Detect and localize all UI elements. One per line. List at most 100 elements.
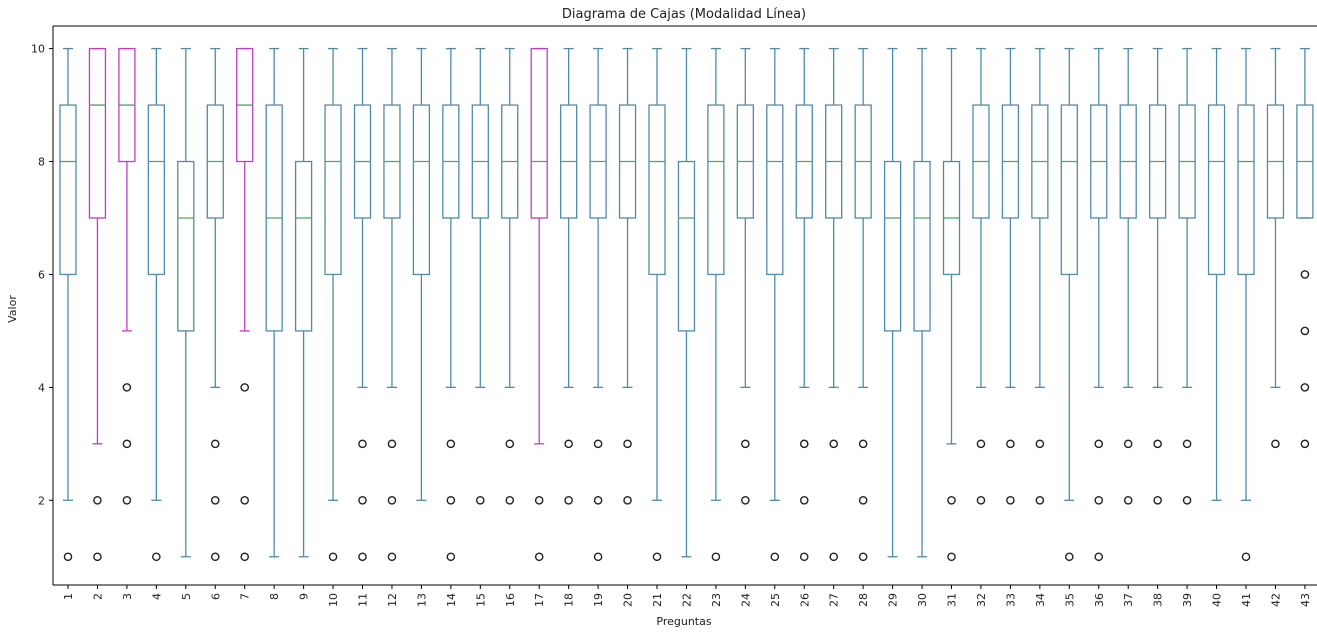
x-tick-label: 6 <box>209 593 222 600</box>
x-tick-label: 4 <box>150 593 163 600</box>
outlier-point <box>1094 496 1104 505</box>
box-iqr <box>1060 104 1078 276</box>
x-tick-label: 7 <box>239 593 252 600</box>
outlier-point <box>1300 439 1310 449</box>
outlier-point <box>1006 496 1015 505</box>
outlier-point <box>1153 439 1162 449</box>
outlier-point <box>475 496 485 505</box>
y-tick-label: 10 <box>31 43 45 56</box>
x-tick-label: 25 <box>769 593 782 607</box>
outlier-point <box>240 496 249 505</box>
outlier-point <box>623 439 632 449</box>
outlier-point <box>799 496 809 505</box>
box-iqr <box>1237 104 1255 276</box>
x-tick-label: 30 <box>916 593 929 607</box>
outlier-point <box>1182 439 1192 449</box>
x-tick-label: 26 <box>798 593 811 607</box>
outlier-point <box>1006 439 1015 449</box>
chart-title: Diagrama de Cajas (Modalidad Línea) <box>562 7 806 22</box>
outlier-point <box>122 439 132 449</box>
x-tick-label: 5 <box>180 593 193 600</box>
outlier-point <box>1153 496 1162 505</box>
x-tick-label: 36 <box>1093 593 1106 607</box>
x-tick-label: 23 <box>710 593 723 607</box>
outlier-point <box>505 496 515 505</box>
outlier-point <box>1300 383 1310 392</box>
box-iqr <box>59 104 77 276</box>
outlier-point <box>1035 439 1045 449</box>
x-tick-label: 42 <box>1269 593 1282 607</box>
outlier-point <box>446 439 456 449</box>
outlier-point <box>652 552 662 562</box>
x-tick-label: 43 <box>1299 593 1312 607</box>
x-tick-label: 16 <box>504 593 517 607</box>
x-tick-label: 8 <box>268 593 281 600</box>
y-tick-label: 4 <box>38 381 45 394</box>
box-iqr <box>530 47 548 219</box>
x-tick-label: 10 <box>327 593 340 607</box>
box-iqr <box>294 160 313 332</box>
box-iqr <box>1207 104 1226 276</box>
x-tick-label: 9 <box>298 593 311 600</box>
outlier-point <box>534 496 544 505</box>
outlier-point <box>623 496 632 505</box>
box-iqr <box>707 104 725 276</box>
outlier-point <box>93 496 102 505</box>
outlier-point <box>976 439 986 449</box>
outlier-point <box>534 552 544 562</box>
outlier-point <box>593 439 603 449</box>
outlier-point <box>799 439 809 449</box>
x-tick-label: 2 <box>91 593 104 600</box>
outlier-point <box>63 552 73 562</box>
x-tick-label: 38 <box>1152 593 1165 607</box>
outlier-point <box>593 552 603 562</box>
outlier-point <box>358 552 367 562</box>
outlier-point <box>1094 552 1104 562</box>
outlier-point <box>564 496 573 505</box>
y-tick-label: 2 <box>38 494 45 507</box>
x-tick-label: 13 <box>415 593 428 607</box>
outlier-point <box>387 439 397 449</box>
x-tick-label: 20 <box>622 593 635 607</box>
box-iqr <box>177 160 195 332</box>
outlier-point <box>1241 552 1251 562</box>
outlier-point <box>1123 439 1133 449</box>
x-tick-label: 27 <box>828 593 841 607</box>
box-iqr <box>324 104 342 276</box>
outlier-point <box>799 552 809 562</box>
x-tick-label: 31 <box>946 593 959 607</box>
outlier-point <box>593 496 603 505</box>
x-tick-label: 35 <box>1063 593 1076 607</box>
x-tick-label: 12 <box>386 593 399 607</box>
y-tick-label: 8 <box>38 156 45 169</box>
x-tick-label: 34 <box>1034 593 1047 607</box>
x-tick-label: 19 <box>592 593 605 607</box>
outlier-point <box>858 552 868 562</box>
x-tick-label: 37 <box>1122 593 1135 607</box>
outlier-point <box>947 552 956 562</box>
outlier-point <box>1271 439 1280 449</box>
x-tick-label: 18 <box>563 593 576 607</box>
outlier-point <box>1094 439 1104 449</box>
box-iqr <box>766 104 784 276</box>
outlier-point <box>446 496 456 505</box>
box-iqr <box>412 104 431 276</box>
outlier-point <box>1035 496 1045 505</box>
box-iqr <box>648 104 666 276</box>
x-tick-label: 14 <box>445 593 458 607</box>
outlier-point <box>210 439 220 449</box>
outlier-point <box>210 496 220 505</box>
outlier-point <box>741 496 750 505</box>
x-tick-label: 32 <box>975 593 988 607</box>
box-iqr <box>147 104 166 276</box>
outlier-point <box>1300 270 1310 279</box>
outlier-point <box>564 439 573 449</box>
outlier-point <box>505 439 515 449</box>
outlier-point <box>1065 552 1074 562</box>
x-tick-label: 24 <box>739 593 752 607</box>
outlier-point <box>1182 496 1192 505</box>
outlier-point <box>829 552 839 562</box>
box-iqr <box>883 160 902 332</box>
outlier-point <box>976 496 986 505</box>
